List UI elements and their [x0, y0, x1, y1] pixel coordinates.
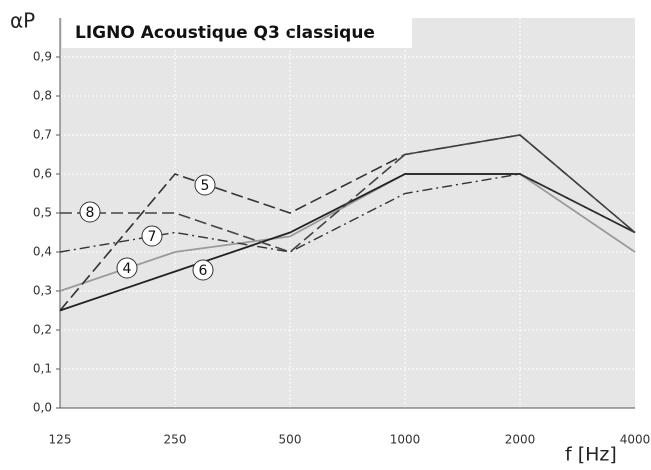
- x-tick-label: 4000: [620, 433, 651, 447]
- series-tag: 4: [123, 261, 132, 277]
- series-tag: 5: [201, 178, 210, 194]
- x-axis-label: f [Hz]: [565, 444, 617, 466]
- series-tag: 7: [148, 229, 157, 245]
- x-tick-label: 125: [49, 433, 72, 447]
- series-tag-circle: [79, 201, 101, 223]
- series-line: [59, 173, 636, 253]
- chart-title: LIGNO Acoustique Q3 classique: [75, 23, 375, 43]
- y-tick-label: 0,9: [33, 50, 52, 64]
- y-tick-label: 0,1: [33, 362, 52, 376]
- series-tag-circle: [141, 225, 163, 247]
- x-tick-label: 250: [164, 433, 187, 447]
- series-tag: 6: [199, 263, 208, 279]
- y-tick-label: 0,4: [33, 245, 52, 259]
- y-tick-label: 0,0: [33, 401, 52, 415]
- series-tag-circle: [192, 259, 214, 281]
- x-tick-label: 500: [279, 433, 302, 447]
- y-tick-label: 0,2: [33, 323, 52, 337]
- y-tick-label: 0,5: [33, 206, 52, 220]
- series-tag-circle: [116, 257, 138, 279]
- y-tick-label: 0,3: [33, 284, 52, 298]
- y-tick-label: 0,7: [33, 128, 52, 142]
- series-line: [60, 134, 636, 253]
- y-tick-label: 0,8: [33, 89, 52, 103]
- series-line: [59, 173, 636, 292]
- x-tick-label: 2000: [505, 433, 536, 447]
- series-tag-circle: [194, 174, 216, 196]
- y-axis-label: αP: [10, 9, 35, 33]
- title-box: [62, 18, 412, 48]
- x-tick-label: 1000: [390, 433, 421, 447]
- series-tag: 8: [86, 205, 95, 221]
- y-tick-label: 0,6: [33, 167, 52, 181]
